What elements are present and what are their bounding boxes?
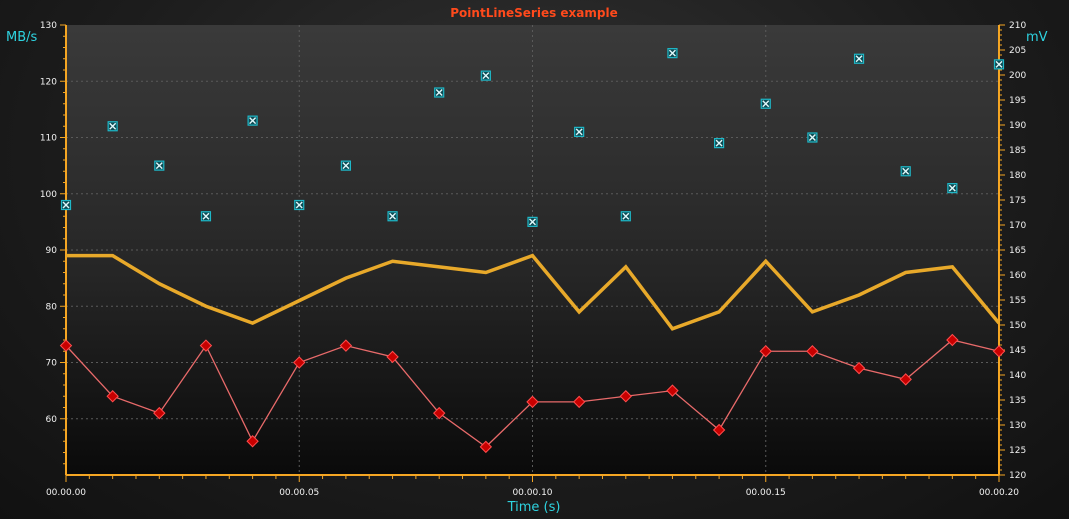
data-point xyxy=(293,356,306,369)
data-point xyxy=(760,98,771,109)
data-point xyxy=(574,126,585,137)
data-point xyxy=(619,390,633,403)
x-axis-title: Time (s) xyxy=(507,500,561,515)
y-right-tick-label: 210 xyxy=(1009,21,1026,31)
data-point xyxy=(667,48,678,59)
y-right-tick-label: 160 xyxy=(1009,271,1026,281)
y-right-tick-label: 150 xyxy=(1009,321,1026,331)
y-right-axis-title: mV xyxy=(1026,30,1048,45)
y-right-tick-label: 130 xyxy=(1009,421,1026,431)
data-point xyxy=(153,406,166,420)
data-point xyxy=(479,440,493,454)
y-left-tick-label: 120 xyxy=(40,77,57,87)
data-point xyxy=(527,216,538,227)
data-point xyxy=(199,339,213,352)
data-point xyxy=(432,406,446,420)
y-right-tick-label: 155 xyxy=(1009,296,1026,306)
data-point xyxy=(947,183,958,194)
data-point xyxy=(294,199,305,211)
data-point xyxy=(480,70,491,81)
data-point xyxy=(572,395,586,409)
data-point xyxy=(620,211,631,222)
chart-title: PointLineSeries example xyxy=(450,6,617,20)
y-right-tick-label: 170 xyxy=(1009,221,1026,231)
x-tick-label: 00.00.00 xyxy=(46,488,86,498)
data-point xyxy=(200,211,212,222)
axes-layer: 60 70 80 90 100 110 120 130 120 125 130 135 140 145 15… xyxy=(40,21,1027,498)
y-right-tick-label: 205 xyxy=(1009,46,1026,56)
y-right-tick-label: 120 xyxy=(1009,471,1026,481)
data-point xyxy=(246,435,259,448)
data-point xyxy=(992,345,1006,358)
series-layer xyxy=(59,48,1006,454)
grid-layer xyxy=(66,25,999,475)
y-right-tick-label: 125 xyxy=(1009,446,1026,456)
y-left-tick-label: 100 xyxy=(40,190,57,200)
data-point xyxy=(806,345,819,358)
data-point xyxy=(946,333,959,347)
data-point xyxy=(900,166,911,177)
x-tick-label: 00.00.15 xyxy=(746,488,786,498)
data-point xyxy=(993,59,1005,70)
data-point xyxy=(339,339,353,352)
y-left-tick-label: 110 xyxy=(40,134,57,144)
y-right-tick-label: 145 xyxy=(1009,346,1026,356)
data-point xyxy=(807,132,818,143)
y-right-tick-label: 185 xyxy=(1009,146,1026,156)
data-point xyxy=(666,384,679,397)
data-point xyxy=(106,390,119,403)
data-point xyxy=(713,138,725,149)
data-point xyxy=(387,211,398,222)
y-left-tick-label: 90 xyxy=(46,246,58,256)
x-tick-label: 00.00.20 xyxy=(979,488,1019,498)
y-right-tick-label: 135 xyxy=(1009,396,1026,406)
data-point xyxy=(759,345,772,358)
data-point xyxy=(60,199,72,211)
data-point xyxy=(434,87,445,98)
y-left-tick-label: 130 xyxy=(40,21,57,31)
data-point xyxy=(107,121,118,132)
data-point xyxy=(59,339,73,352)
y-right-tick-label: 195 xyxy=(1009,96,1026,106)
data-point xyxy=(386,350,399,364)
y-left-axis-title: MB/s xyxy=(6,30,38,45)
series-2 xyxy=(66,253,1001,331)
data-point xyxy=(853,53,865,64)
y-left-tick-label: 60 xyxy=(46,415,58,425)
data-point xyxy=(526,395,539,409)
data-point xyxy=(247,115,258,126)
series-1 xyxy=(60,48,1005,227)
y-left-tick-label: 70 xyxy=(46,359,58,369)
data-point xyxy=(712,423,726,437)
x-tick-label: 00.00.10 xyxy=(512,488,552,498)
data-point xyxy=(340,160,351,171)
series-line xyxy=(66,253,1001,331)
y-right-tick-label: 140 xyxy=(1009,371,1026,381)
series-3 xyxy=(59,333,1006,454)
y-right-tick-label: 190 xyxy=(1009,121,1026,131)
data-point xyxy=(154,160,165,171)
data-point xyxy=(852,361,866,375)
y-left-tick-label: 80 xyxy=(46,302,58,312)
y-right-tick-label: 200 xyxy=(1009,71,1026,81)
x-tick-label: 00.00.05 xyxy=(279,488,319,498)
y-right-tick-label: 165 xyxy=(1009,246,1026,256)
y-right-tick-label: 180 xyxy=(1009,171,1026,181)
y-right-tick-label: 175 xyxy=(1009,196,1026,206)
data-point xyxy=(899,373,912,386)
